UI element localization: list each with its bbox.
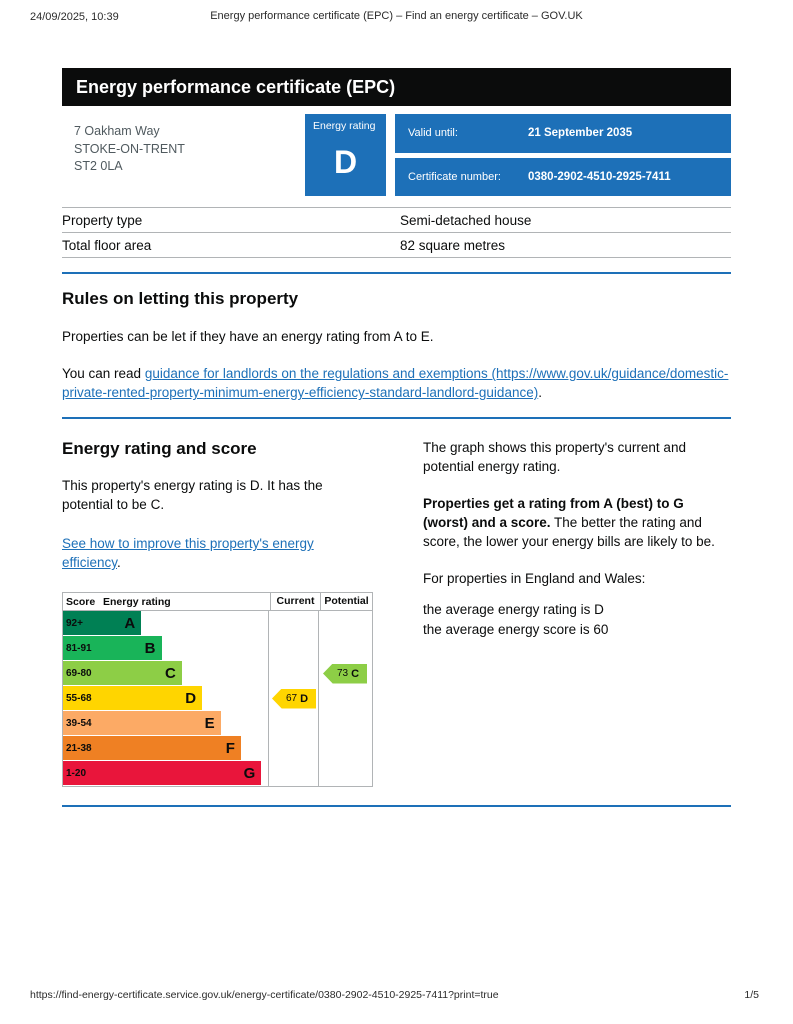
band-bar-track: B [99,636,268,661]
band-letter: A [99,611,142,635]
rating-left-column: Energy rating and score This property's … [62,438,373,787]
energy-rating-box: Energy rating D [305,114,386,196]
band-letter: E [99,711,221,735]
floor-area-label: Total floor area [62,238,152,253]
energy-rating-chart: Score Energy rating Current Potential 92… [62,592,373,787]
section-divider [62,272,731,274]
band-letter: B [99,636,162,660]
band-score: 21-38 [63,736,99,761]
print-page-title: Energy performance certificate (EPC) – F… [210,10,583,22]
address-line-2: STOKE-ON-TRENT [74,141,185,156]
rating-heading: Energy rating and score [62,439,257,458]
rating-right-column: The graph shows this property's current … [423,438,731,787]
current-rating-column: 67 D [268,611,318,786]
band-score: 39-54 [63,711,99,736]
address-line-1: 7 Oakham Way [74,124,160,138]
rating-scale-text: Properties get a rating from A (best) to… [423,494,731,551]
rules-paragraph: Properties can be let if they have an en… [62,329,434,344]
table-row: Property type Semi-detached house [62,208,731,233]
table-row: Total floor area 82 square metres [62,233,731,258]
floor-area-value: 82 square metres [400,238,506,253]
energy-rating-label: Energy rating [313,120,376,132]
england-wales-text: For properties in England and Wales: [423,571,646,586]
certificate-summary: 7 Oakham Way STOKE-ON-TRENT ST2 0LA Ener… [62,114,731,196]
band-letter: C [99,661,182,685]
potential-score: 73 [336,668,349,679]
band-bar-track: C [99,661,268,686]
band-score: 92+ [63,611,99,636]
band-bar-track: G [99,761,268,786]
property-details-table: Property type Semi-detached house Total … [62,207,731,258]
potential-letter: C [351,667,360,680]
rating-band-g: 1-20 G [63,761,268,786]
band-bar-track: D [99,686,268,711]
valid-until-value: 21 September 2035 [528,127,633,140]
chart-header-potential: Potential [320,593,372,610]
certificate-number-label: Certificate number: [408,170,501,183]
rating-scale-bold: Properties get a rating from A (best) to… [423,496,684,530]
current-score: 67 [285,693,298,704]
print-footer-url: https://find-energy-certificate.service.… [30,989,499,1001]
certificate-page: Energy performance certificate (EPC) 7 O… [62,68,731,807]
rules-heading: Rules on letting this property [62,289,299,308]
band-letter: D [99,686,203,710]
band-letter: F [99,736,241,760]
rating-summary-text: This property's energy rating is D. It h… [62,478,323,512]
landlord-guidance-link[interactable]: guidance for landlords on the regulation… [62,366,729,400]
guidance-paragraph: You can read guidance for landlords on t… [62,364,731,402]
chart-body: 92+ A 81-91 B 69-80 C 55-68 [63,611,372,786]
improve-paragraph: See how to improve this property's energ… [62,534,372,572]
property-type-label: Property type [62,213,143,228]
chart-header-score: Score [66,595,96,608]
property-type-value: Semi-detached house [400,213,532,228]
improve-efficiency-link[interactable]: See how to improve this property's energ… [62,536,314,570]
potential-rating-tag: 73 C [323,663,367,684]
guidance-suffix: . [538,385,542,400]
chart-header-rating: Energy rating [103,595,171,608]
band-bar-track: F [99,736,268,761]
average-score-text: the average energy score is 60 [423,622,609,637]
address-line-3: ST2 0LA [74,159,123,173]
band-score: 81-91 [63,636,99,661]
section-divider [62,417,731,419]
current-letter: D [300,692,309,705]
rating-band-a: 92+ A [63,611,268,636]
band-score: 69-80 [63,661,99,686]
print-page-number: 1/5 [744,989,759,1001]
chart-header: Score Energy rating Current Potential [63,593,372,611]
rating-band-c: 69-80 C [63,661,268,686]
valid-until-box: Valid until: 21 September 2035 [395,114,731,153]
average-rating-text: the average energy rating is D [423,602,604,617]
print-header: 24/09/2025, 10:39 Energy performance cer… [30,10,763,26]
valid-until-label: Valid until: [408,127,458,140]
rating-band-b: 81-91 B [63,636,268,661]
rating-bands: 92+ A 81-91 B 69-80 C 55-68 [63,611,268,786]
epc-banner-title: Energy performance certificate (EPC) [62,68,731,106]
chart-header-current: Current [270,593,320,610]
graph-explainer-text: The graph shows this property's current … [423,440,686,474]
rating-band-d: 55-68 D [63,686,268,711]
certificate-number-value: 0380-2902-4510-2925-7411 [528,170,671,183]
band-score: 1-20 [63,761,99,786]
energy-rating-letter: D [333,143,358,180]
rating-band-e: 39-54 E [63,711,268,736]
rating-and-score-section: Energy rating and score This property's … [62,438,731,787]
property-address: 7 Oakham Way STOKE-ON-TRENT ST2 0LA [62,114,296,196]
section-divider [62,805,731,807]
guidance-prefix: You can read [62,366,145,381]
rating-band-f: 21-38 F [63,736,268,761]
band-score: 55-68 [63,686,99,711]
band-bar-track: E [99,711,268,736]
rating-scale-rest: The better the rating and score, the low… [423,515,715,549]
current-rating-tag: 67 D [272,688,316,709]
potential-rating-column: 73 C [318,611,370,786]
band-bar-track: A [99,611,268,636]
improve-suffix: . [117,555,121,570]
band-letter: G [99,761,262,785]
certificate-meta: Valid until: 21 September 2035 Certifica… [395,114,731,196]
print-datetime: 24/09/2025, 10:39 [30,11,119,23]
certificate-number-box: Certificate number: 0380-2902-4510-2925-… [395,157,731,196]
